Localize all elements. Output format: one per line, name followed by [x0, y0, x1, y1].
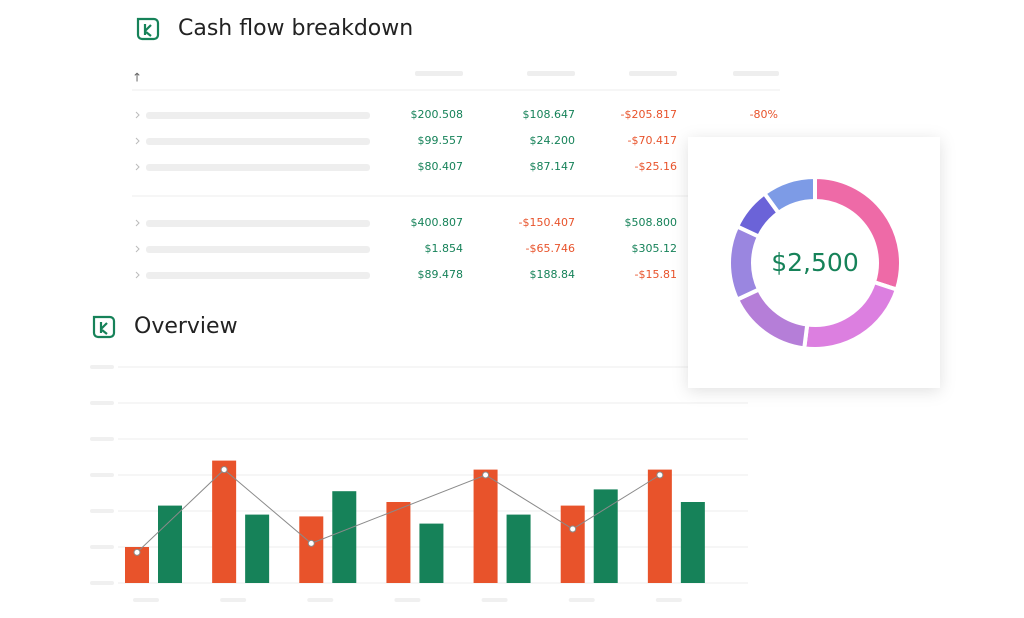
- table-cell: $24.200: [530, 134, 576, 147]
- table-cell: -$205.817: [621, 108, 677, 121]
- y-tick-placeholder: [90, 365, 114, 369]
- x-tick-placeholder: [568, 598, 595, 602]
- trend-point: [569, 525, 577, 533]
- bar: [245, 514, 270, 583]
- label-placeholder: [146, 246, 370, 253]
- table-cell: $87.147: [530, 160, 576, 173]
- table-cell: $108.647: [523, 108, 576, 121]
- bar: [593, 489, 618, 583]
- bar: [332, 491, 357, 583]
- table-cell: $89.478: [418, 268, 464, 281]
- chevron[interactable]: [135, 163, 140, 171]
- label-placeholder: [146, 138, 370, 145]
- table-cell: $200.508: [411, 108, 464, 121]
- donut-card: $2,500: [688, 137, 940, 388]
- table-cell: $508.800: [625, 216, 678, 229]
- table-cell: -$25.16: [635, 160, 677, 173]
- table-cell: -80%: [750, 108, 778, 121]
- section-title: Cash flow breakdown: [178, 16, 413, 41]
- y-tick-placeholder: [90, 509, 114, 513]
- trend-point: [133, 548, 141, 556]
- bar: [158, 505, 182, 583]
- trend-point: [220, 466, 228, 474]
- y-tick-placeholder: [90, 581, 114, 585]
- chevron[interactable]: [135, 271, 140, 279]
- table-cell: $305.12: [632, 242, 678, 255]
- trend-point: [656, 471, 664, 479]
- donut-segment: [727, 223, 762, 303]
- y-tick-placeholder: [90, 437, 114, 441]
- table-cell: -$65.746: [526, 242, 575, 255]
- table-cell: $400.807: [411, 216, 464, 229]
- logo-icon: [136, 17, 160, 41]
- table-cell: -$70.417: [628, 134, 677, 147]
- header-placeholders: [415, 71, 779, 76]
- bar: [212, 460, 237, 583]
- table-cell: -$150.407: [519, 216, 575, 229]
- chevron[interactable]: [135, 245, 140, 253]
- logo-icon: [92, 315, 116, 339]
- donut-segment: [761, 174, 817, 216]
- bar: [506, 514, 531, 583]
- label-placeholder: [146, 220, 370, 227]
- trend-point: [482, 471, 490, 479]
- x-tick-placeholder: [307, 598, 334, 602]
- y-tick-placeholder: [90, 401, 114, 405]
- y-tick-placeholder: [90, 545, 114, 549]
- cash-flow-panel: Cash flow breakdown ↑ $200.508 $108.647 -$…: [132, 16, 780, 281]
- y-tick-placeholder: [90, 473, 114, 477]
- bar: [299, 516, 324, 583]
- x-tick-placeholder: [133, 598, 159, 602]
- x-tick-placeholder: [655, 598, 682, 602]
- trend-line: [136, 468, 661, 553]
- donut-center-label: $2,500: [771, 248, 858, 277]
- sort-icon[interactable]: ↑: [132, 71, 142, 85]
- chevron[interactable]: [135, 219, 140, 227]
- bar: [473, 469, 498, 583]
- section-title: Overview: [134, 314, 238, 339]
- x-tick-placeholder: [481, 598, 508, 602]
- table-cell: -$15.81: [635, 268, 677, 281]
- table-cell: $80.407: [418, 160, 464, 173]
- trend-point: [307, 539, 315, 547]
- bar: [647, 469, 672, 583]
- chevron[interactable]: [135, 137, 140, 145]
- chevron[interactable]: [135, 111, 140, 119]
- bar: [386, 502, 411, 583]
- bar: [680, 502, 705, 583]
- table-cell: $188.84: [530, 268, 576, 281]
- table-cell: $1.854: [425, 242, 464, 255]
- label-placeholder: [146, 112, 370, 119]
- label-placeholder: [146, 272, 370, 279]
- bar: [419, 523, 444, 583]
- table-cell: $99.557: [418, 134, 464, 147]
- bar: [560, 505, 585, 583]
- overview-panel: Overview: [82, 298, 776, 614]
- x-tick-placeholder: [220, 598, 247, 602]
- label-placeholder: [146, 164, 370, 171]
- x-tick-placeholder: [394, 598, 421, 602]
